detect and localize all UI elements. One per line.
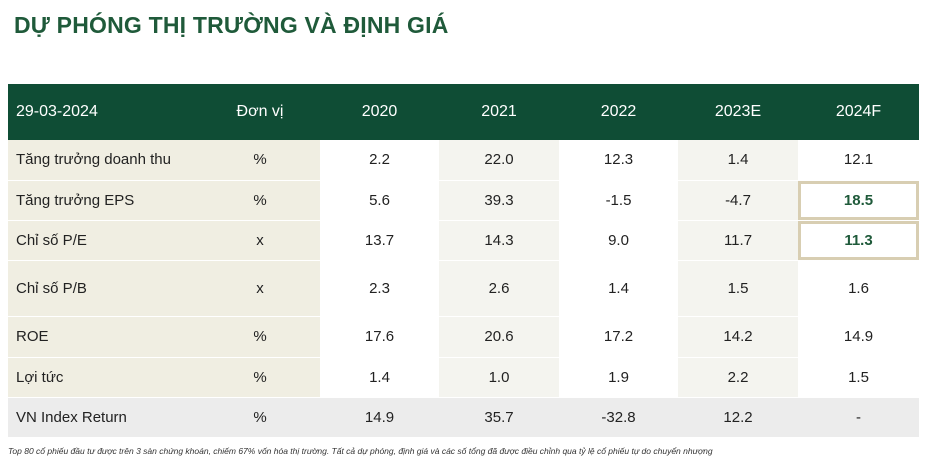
header-2023e: 2023E — [678, 84, 798, 140]
row-label: Chỉ số P/B — [8, 260, 200, 317]
header-date: 29-03-2024 — [8, 84, 200, 140]
cell-value: 2.2 — [678, 357, 798, 398]
cell-value: 14.3 — [439, 220, 559, 261]
cell-value: 35.7 — [439, 397, 559, 438]
row-label: ROE — [8, 316, 200, 358]
valuation-table: 29-03-2024 Đơn vị 2020 2021 2022 2023E 2… — [8, 84, 919, 438]
cell-value: 11.7 — [678, 220, 798, 261]
page-title: DỰ PHÓNG THỊ TRƯỜNG VÀ ĐỊNH GIÁ — [14, 12, 449, 38]
cell-value: 39.3 — [439, 180, 559, 221]
header-2021: 2021 — [439, 84, 559, 140]
cell-value: 17.6 — [320, 316, 439, 358]
cell-value: 1.5 — [678, 260, 798, 317]
cell-value: 1.4 — [678, 140, 798, 181]
table-row: ROE % 17.6 20.6 17.2 14.2 14.9 — [8, 316, 919, 358]
cell-value: - — [798, 397, 919, 438]
row-unit: % — [200, 357, 320, 398]
cell-value: 1.4 — [320, 357, 439, 398]
cell-value: 14.9 — [320, 397, 439, 438]
cell-value: 1.9 — [559, 357, 678, 398]
cell-value: 14.9 — [798, 316, 919, 358]
table-row: Lợi tức % 1.4 1.0 1.9 2.2 1.5 — [8, 357, 919, 398]
table-row: VN Index Return % 14.9 35.7 -32.8 12.2 - — [8, 397, 919, 438]
table-row: Chỉ số P/E x 13.7 14.3 9.0 11.7 11.3 — [8, 220, 919, 261]
cell-value: 2.3 — [320, 260, 439, 317]
row-label: Tăng trưởng EPS — [8, 180, 200, 221]
footnote: Top 80 cổ phiếu đầu tư được trên 3 sàn c… — [8, 446, 713, 456]
cell-value: 5.6 — [320, 180, 439, 221]
row-unit: % — [200, 140, 320, 181]
table-row: Tăng trưởng EPS % 5.6 39.3 -1.5 -4.7 18.… — [8, 180, 919, 221]
cell-value: 12.2 — [678, 397, 798, 438]
cell-value: 2.2 — [320, 140, 439, 181]
row-label: Lợi tức — [8, 357, 200, 398]
row-label: Chỉ số P/E — [8, 220, 200, 261]
highlighted-pe-2024f: 11.3 — [798, 220, 919, 261]
cell-value: -4.7 — [678, 180, 798, 221]
row-label: Tăng trưởng doanh thu — [8, 140, 200, 181]
cell-value: 13.7 — [320, 220, 439, 261]
cell-value: 1.6 — [798, 260, 919, 317]
row-unit: % — [200, 316, 320, 358]
cell-value: 20.6 — [439, 316, 559, 358]
row-unit: % — [200, 397, 320, 438]
row-label: VN Index Return — [8, 397, 200, 438]
cell-value: 14.2 — [678, 316, 798, 358]
cell-value: 2.6 — [439, 260, 559, 317]
header-unit: Đơn vị — [200, 84, 320, 140]
cell-value: 1.5 — [798, 357, 919, 398]
header-2024f: 2024F — [798, 84, 919, 140]
cell-value: 1.0 — [439, 357, 559, 398]
header-2022: 2022 — [559, 84, 678, 140]
table-row: Tăng trưởng doanh thu % 2.2 22.0 12.3 1.… — [8, 140, 919, 181]
cell-value: 1.4 — [559, 260, 678, 317]
cell-value: 22.0 — [439, 140, 559, 181]
table-row: Chỉ số P/B x 2.3 2.6 1.4 1.5 1.6 — [8, 260, 919, 317]
row-unit: x — [200, 220, 320, 261]
cell-value: -1.5 — [559, 180, 678, 221]
cell-value: 12.3 — [559, 140, 678, 181]
row-unit: % — [200, 180, 320, 221]
cell-value: 9.0 — [559, 220, 678, 261]
row-unit: x — [200, 260, 320, 317]
cell-value: 17.2 — [559, 316, 678, 358]
header-2020: 2020 — [320, 84, 439, 140]
cell-value: -32.8 — [559, 397, 678, 438]
highlighted-eps-2024f: 18.5 — [798, 180, 919, 221]
cell-value: 12.1 — [798, 140, 919, 181]
table-header-row: 29-03-2024 Đơn vị 2020 2021 2022 2023E 2… — [8, 84, 919, 140]
